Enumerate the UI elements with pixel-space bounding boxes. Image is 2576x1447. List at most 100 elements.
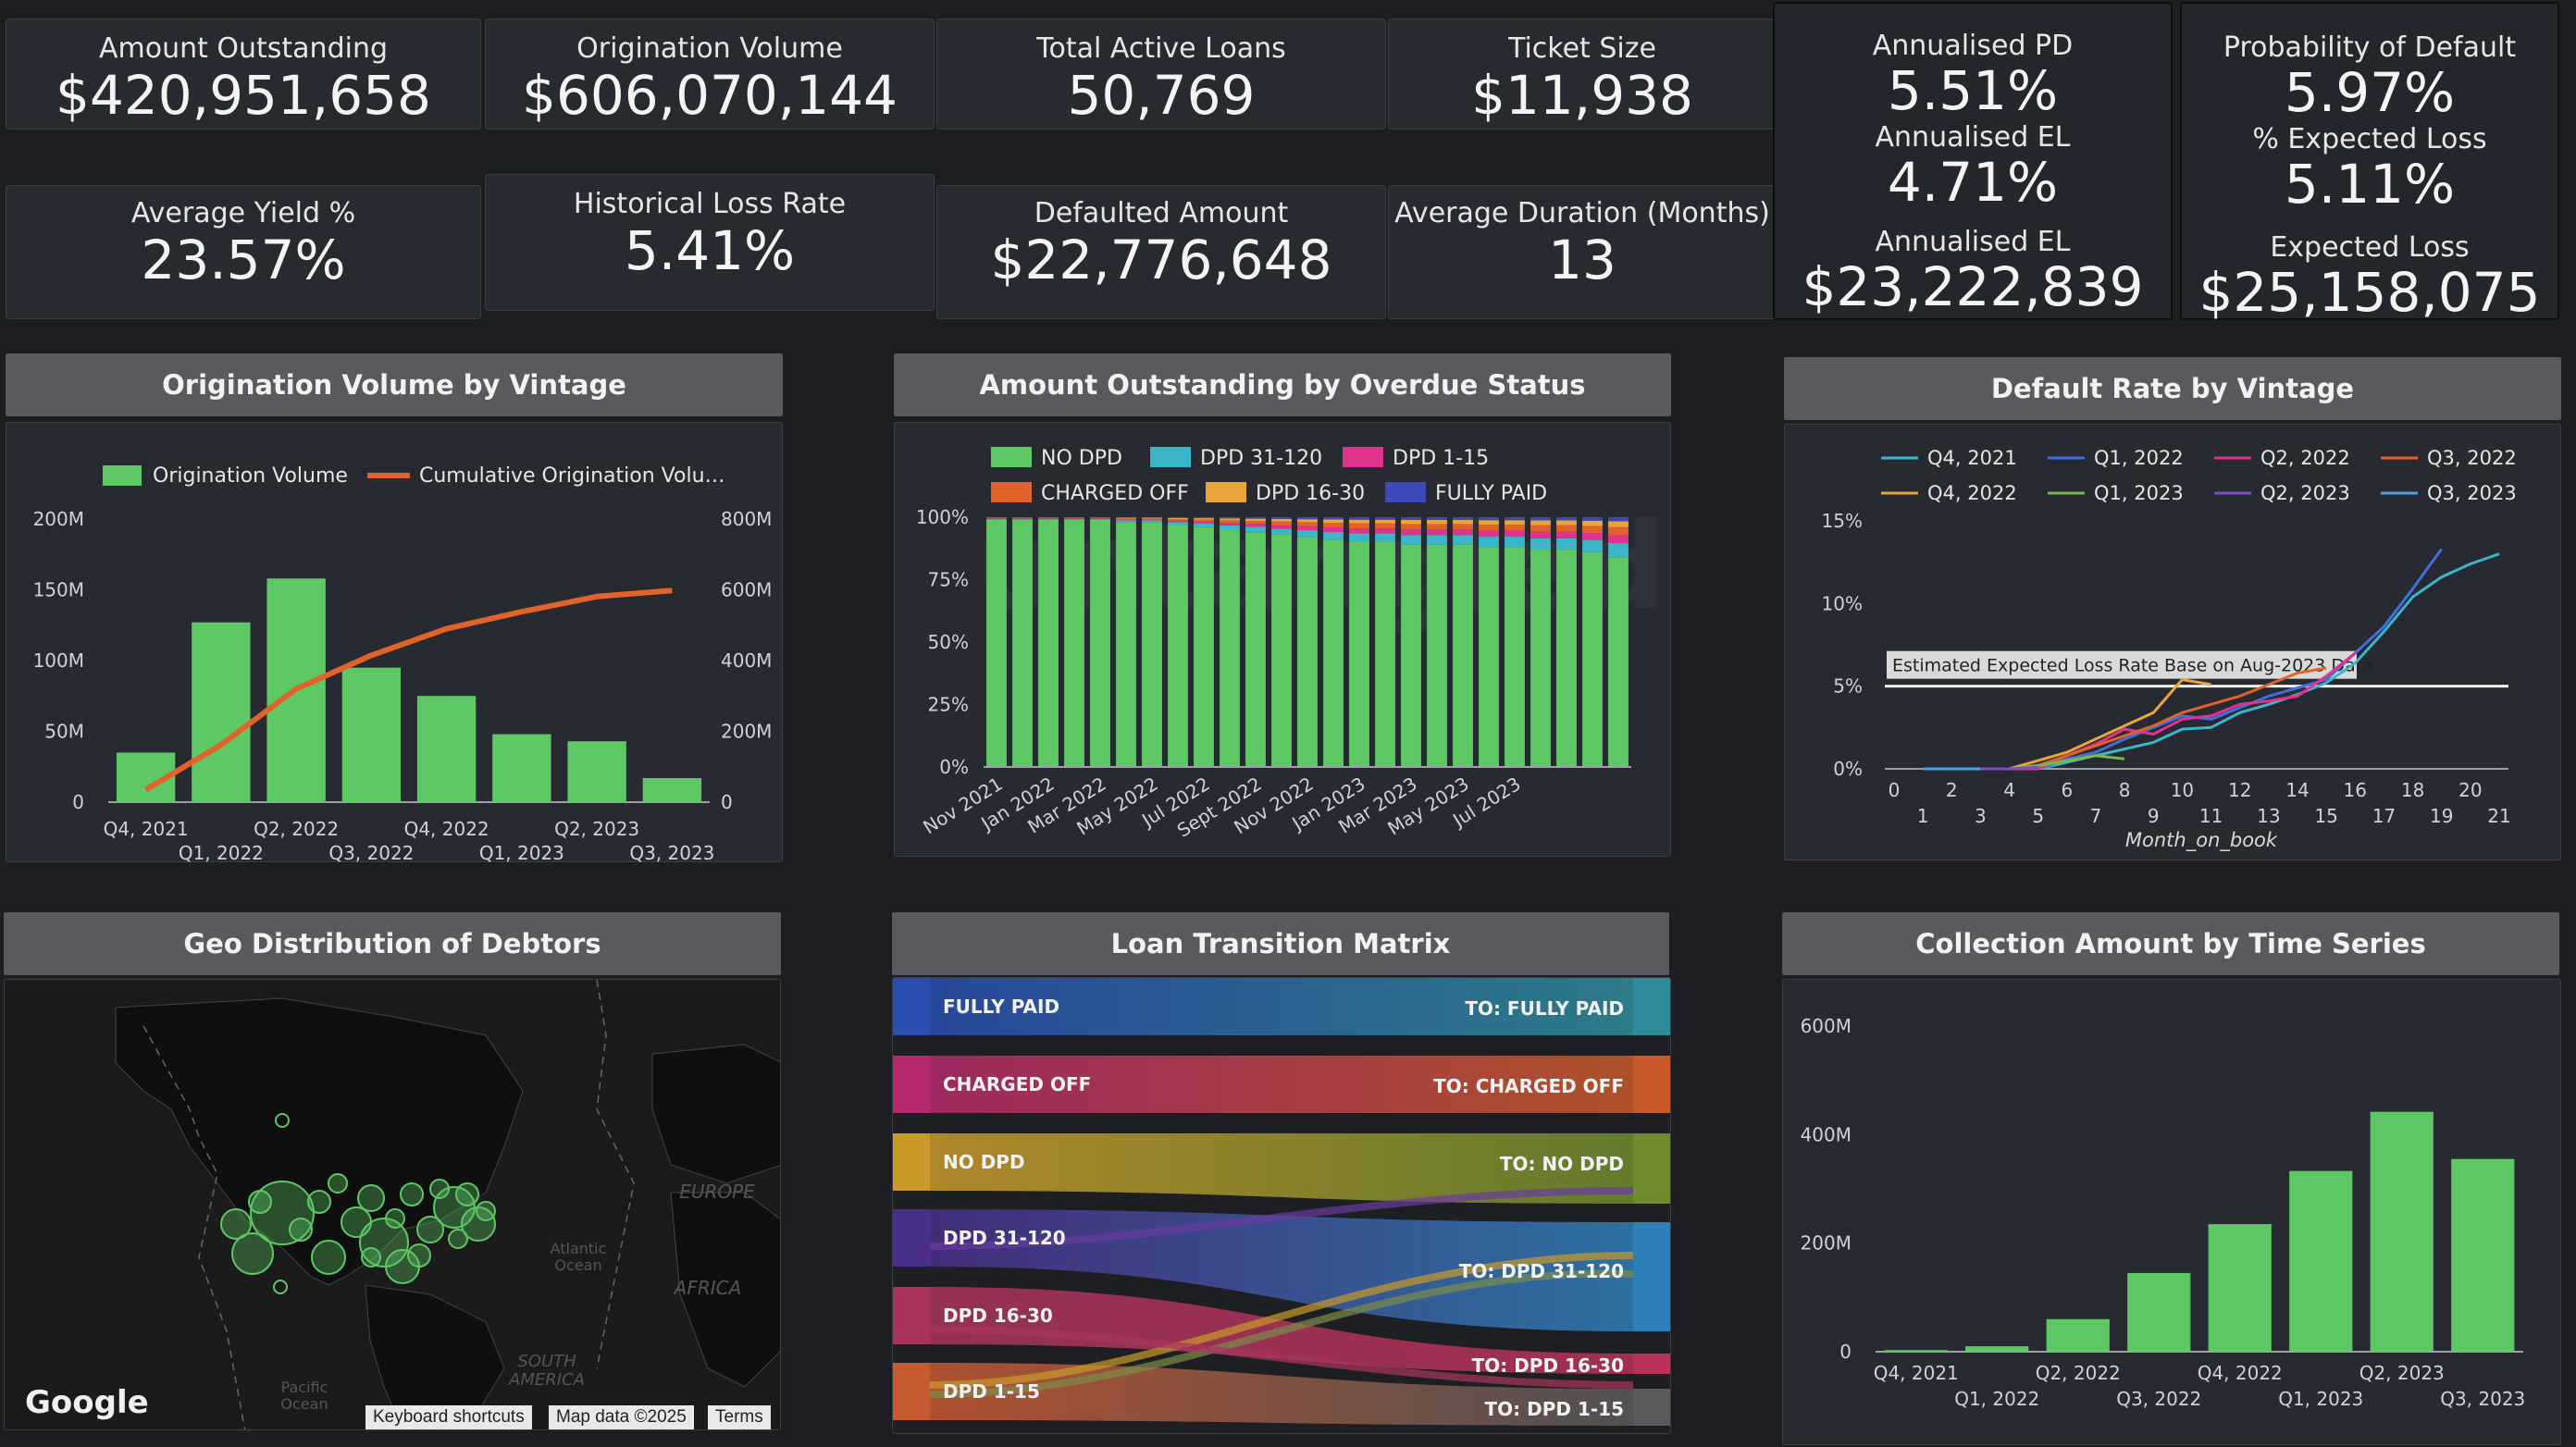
transition-flow[interactable] [929, 1269, 1634, 1398]
bar-segment[interactable] [1530, 517, 1551, 521]
bar-no-dpd[interactable] [1453, 544, 1473, 767]
source-node[interactable] [893, 978, 930, 1035]
bar-no-dpd[interactable] [1116, 522, 1136, 767]
bar-segment[interactable] [1479, 525, 1499, 531]
bar-segment[interactable] [1168, 517, 1188, 518]
debtor-marker[interactable] [341, 1206, 372, 1238]
bar-no-dpd[interactable] [1090, 519, 1110, 767]
debtor-marker[interactable] [328, 1173, 348, 1193]
debtor-marker[interactable] [361, 1247, 381, 1268]
bar-segment[interactable] [1245, 526, 1266, 533]
bar-no-dpd[interactable] [1038, 519, 1059, 767]
bar-segment[interactable] [1271, 525, 1292, 529]
bar-segment[interactable] [1349, 517, 1369, 520]
collection-bar[interactable] [2370, 1111, 2434, 1352]
bar-no-dpd[interactable] [1349, 542, 1369, 767]
bar-no-dpd[interactable] [1271, 534, 1292, 767]
target-node[interactable] [1633, 1389, 1671, 1426]
bar-segment[interactable] [1453, 529, 1473, 536]
bar-segment[interactable] [1142, 517, 1162, 519]
bar-segment[interactable] [1323, 531, 1344, 540]
bar-segment[interactable] [1271, 521, 1292, 526]
collection-bar[interactable] [2208, 1224, 2272, 1352]
bar-segment[interactable] [1427, 519, 1447, 525]
bar-no-dpd[interactable] [986, 519, 1007, 767]
target-node[interactable] [1633, 1056, 1671, 1113]
bar-segment[interactable] [1375, 517, 1395, 520]
origination-bar[interactable] [567, 741, 626, 802]
bar-segment[interactable] [1142, 518, 1162, 520]
origination-bar[interactable] [642, 777, 702, 802]
bar-segment[interactable] [1401, 517, 1421, 520]
bar-segment[interactable] [1220, 525, 1240, 530]
bar-segment[interactable] [1401, 529, 1421, 536]
bar-segment[interactable] [1297, 517, 1318, 520]
bar-segment[interactable] [1479, 537, 1499, 548]
bar-segment[interactable] [1349, 519, 1369, 524]
bar-segment[interactable] [1582, 526, 1603, 534]
bar-segment[interactable] [1012, 518, 1033, 519]
debtor-marker[interactable] [307, 1190, 331, 1214]
bar-segment[interactable] [1427, 535, 1447, 545]
bar-segment[interactable] [1090, 518, 1110, 519]
collection-bar[interactable] [2451, 1158, 2515, 1352]
bar-no-dpd[interactable] [1297, 537, 1318, 767]
bar-segment[interactable] [1453, 524, 1473, 530]
bar-segment[interactable] [1168, 522, 1188, 526]
bar-segment[interactable] [1323, 526, 1344, 532]
debtor-marker[interactable] [359, 1218, 409, 1268]
bar-segment[interactable] [1012, 518, 1033, 520]
bar-segment[interactable] [1608, 517, 1629, 522]
bar-segment[interactable] [1116, 518, 1136, 520]
bar-segment[interactable] [1556, 520, 1577, 526]
bar-segment[interactable] [1453, 535, 1473, 545]
bar-segment[interactable] [1064, 518, 1084, 519]
debtor-marker[interactable] [289, 1218, 313, 1242]
bar-segment[interactable] [1479, 530, 1499, 538]
debtor-marker[interactable] [461, 1206, 496, 1242]
debtor-marker[interactable] [385, 1249, 420, 1284]
debtor-marker[interactable] [448, 1229, 468, 1249]
bar-segment[interactable] [1323, 523, 1344, 527]
origination-bar[interactable] [492, 734, 551, 802]
bar-segment[interactable] [1220, 520, 1240, 524]
bar-segment[interactable] [1271, 517, 1292, 519]
bar-segment[interactable] [1142, 517, 1162, 518]
bar-segment[interactable] [1142, 519, 1162, 521]
bar-segment[interactable] [1556, 531, 1577, 538]
bar-no-dpd[interactable] [1220, 529, 1240, 768]
bar-segment[interactable] [1608, 543, 1629, 558]
bar-segment[interactable] [1194, 519, 1214, 522]
bar-segment[interactable] [1116, 517, 1136, 519]
bar-segment[interactable] [1220, 523, 1240, 526]
series-line[interactable] [1923, 666, 2327, 771]
bar-segment[interactable] [1142, 520, 1162, 523]
bar-segment[interactable] [1297, 530, 1318, 538]
bar-segment[interactable] [986, 518, 1007, 519]
bar-segment[interactable] [1194, 521, 1214, 525]
bar-no-dpd[interactable] [1401, 544, 1421, 767]
bar-segment[interactable] [1038, 518, 1059, 519]
transition-flow[interactable] [930, 978, 1633, 1035]
bar-segment[interactable] [1427, 517, 1447, 520]
debtor-marker[interactable] [455, 1182, 479, 1206]
target-node[interactable] [1633, 978, 1671, 1035]
collection-bar[interactable] [1884, 1350, 1948, 1352]
bar-no-dpd[interactable] [1323, 539, 1344, 767]
bar-segment[interactable] [1427, 529, 1447, 536]
bar-segment[interactable] [1194, 517, 1214, 519]
bar-segment[interactable] [1064, 518, 1084, 520]
geo-map-panel[interactable]: EUROPE AFRICA Atlantic Ocean SOUTH AMERI… [4, 979, 781, 1430]
bar-no-dpd[interactable] [1479, 547, 1499, 767]
bar-no-dpd[interactable] [1012, 519, 1033, 767]
terms-link[interactable]: Terms [708, 1405, 771, 1429]
transition-flow[interactable] [929, 1187, 1634, 1250]
debtor-marker[interactable] [416, 1216, 444, 1243]
bar-segment[interactable] [1090, 517, 1110, 519]
bar-segment[interactable] [1116, 517, 1136, 518]
debtor-marker[interactable] [400, 1182, 424, 1206]
target-node[interactable] [1633, 1222, 1671, 1331]
transition-sankey[interactable]: FULLY PAID CHARGED OFF NO DPD DPD 31-120 DPD… [893, 978, 1671, 1434]
world-map[interactable]: EUROPE AFRICA Atlantic Ocean SOUTH AMERI… [5, 980, 781, 1430]
target-node[interactable] [1633, 1354, 1671, 1374]
